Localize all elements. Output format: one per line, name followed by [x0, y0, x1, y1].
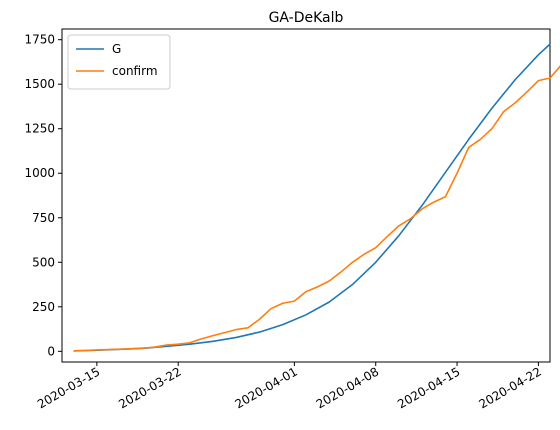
series-line-confirm [73, 65, 560, 352]
x-tick-label: 2020-03-22 [116, 364, 183, 411]
x-tick-label: 2020-04-15 [395, 364, 462, 411]
y-tick-label: 500 [32, 255, 55, 269]
y-tick-label: 0 [47, 344, 55, 358]
y-tick-label: 1000 [24, 166, 55, 180]
plot-area [61, 28, 551, 363]
legend-label: G [112, 42, 121, 56]
y-tick-label: 250 [32, 300, 55, 314]
y-tick-label: 1750 [24, 33, 55, 47]
legend-label: confirm [112, 64, 158, 78]
x-tick-label: 2020-03-15 [35, 364, 102, 411]
y-axis: 0 250 500 750 1000 1250 1500 1750 [24, 33, 62, 358]
y-tick-label: 1250 [24, 122, 55, 136]
y-tick-label: 750 [32, 211, 55, 225]
x-tick-label: 2020-04-01 [232, 364, 299, 411]
x-tick-label: 2020-04-22 [476, 364, 543, 411]
series-line-G [73, 43, 551, 352]
y-tick-label: 1500 [24, 77, 55, 91]
chart-title: GA-DeKalb [269, 10, 344, 26]
series-layer [73, 43, 560, 352]
plot-frame [61, 28, 551, 363]
x-tick-label: 2020-04-08 [314, 364, 381, 411]
x-axis: 2020-03-15 2020-03-22 2020-04-01 2020-04-08… [35, 362, 544, 411]
